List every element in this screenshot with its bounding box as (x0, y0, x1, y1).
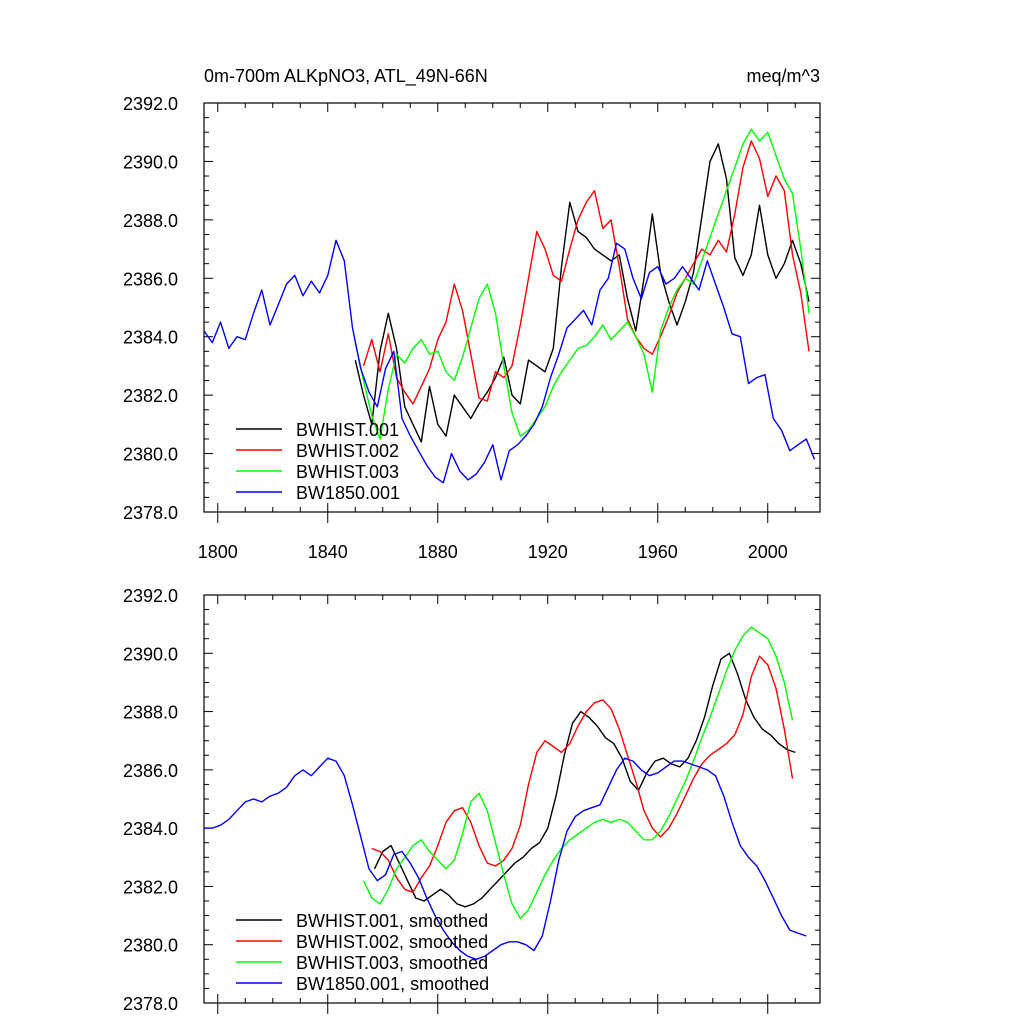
legend-label: BWHIST.003 (296, 462, 399, 482)
x-tick-label: 1920 (528, 542, 568, 562)
legend-label: BWHIST.001, smoothed (296, 911, 488, 931)
series-line-bwhist-003-smoothed (362, 626, 794, 920)
legend-label: BWHIST.002 (296, 441, 399, 461)
y-tick-label: 2378.0 (123, 994, 178, 1014)
y-tick-label: 2392.0 (123, 586, 178, 606)
legend-label: BWHIST.002, smoothed (296, 932, 488, 952)
units-label: meq/m^3 (747, 66, 820, 86)
x-tick-label: 1960 (638, 542, 678, 562)
y-tick-label: 2392.0 (123, 94, 178, 114)
y-tick-label: 2382.0 (123, 877, 178, 897)
legend-label: BW1850.001, smoothed (296, 974, 489, 994)
y-tick-label: 2386.0 (123, 761, 178, 781)
series-line-bwhist-001 (354, 143, 810, 443)
y-tick-label: 2384.0 (123, 819, 178, 839)
legend-label: BWHIST.001 (296, 420, 399, 440)
series-line-bwhist-002-smoothed (371, 655, 794, 893)
bottom-panel-smoothed-series: 2378.0 2380.0 2382.0 2384.0 2386.0 2388.0 2390… (123, 586, 821, 1014)
y-tick-label: 2388.0 (123, 703, 178, 723)
y-tick-label: 2388.0 (123, 211, 178, 231)
legend-label: BWHIST.003, smoothed (296, 953, 488, 973)
x-tick-label: 1800 (198, 542, 238, 562)
legend-label: BW1850.001 (296, 483, 400, 503)
x-tick-label: 1880 (418, 542, 458, 562)
series-line-bw1850-001 (203, 239, 816, 484)
y-tick-label: 2380.0 (123, 936, 178, 956)
series-line-bwhist-002 (362, 140, 810, 405)
series-line-bwhist-001-smoothed (373, 652, 796, 908)
y-tick-label: 2386.0 (123, 269, 178, 289)
x-tick-label: 2000 (748, 542, 788, 562)
chart-title: 0m-700m ALKpNO3, ATL_49N-66N (204, 66, 488, 87)
x-tick-label: 1840 (308, 542, 348, 562)
top-panel-raw-series: 2378.0 2380.0 2382.0 2384.0 2386.0 2388.0 2390… (123, 94, 821, 562)
series-line-bwhist-003 (354, 128, 810, 440)
y-tick-label: 2382.0 (123, 386, 178, 406)
y-tick-label: 2390.0 (123, 644, 178, 664)
series-line-bw1850-001-smoothed (204, 757, 807, 960)
y-tick-label: 2384.0 (123, 328, 178, 348)
y-tick-label: 2390.0 (123, 152, 178, 172)
y-tick-label: 2378.0 (123, 503, 178, 523)
y-tick-label: 2380.0 (123, 445, 178, 465)
